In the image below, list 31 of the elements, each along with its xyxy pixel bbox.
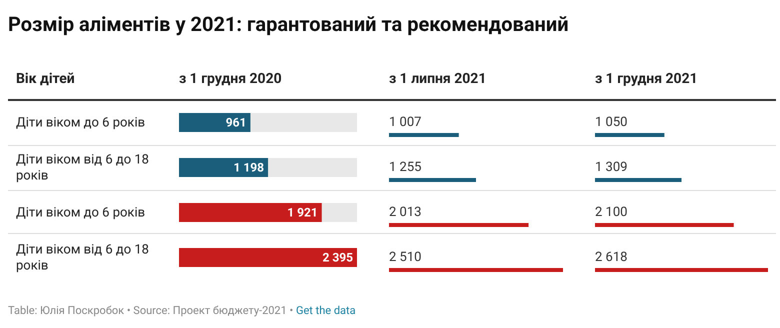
- y-tick-label: Діти віком від 6 до 18 років: [16, 242, 149, 274]
- data-label: 1 007: [389, 115, 422, 130]
- chart-subtitle: з 1 грудня 2021: [595, 71, 698, 87]
- bar: [389, 178, 476, 182]
- y-axis-title: Вік дітей: [16, 71, 75, 87]
- y-tick-label: Діти віком від 6 до 18 років: [16, 152, 149, 184]
- bar: [595, 223, 734, 227]
- bar: [595, 178, 682, 182]
- data-label: 2 100: [595, 205, 628, 220]
- text: Table: Юлія Поскробок • Source: Проект бюджету-2021 •: [8, 304, 294, 317]
- data-label: 1 309: [595, 160, 628, 175]
- bar: [389, 133, 459, 137]
- y-tick-label: Діти віком до 6 років: [16, 206, 146, 220]
- bar: [595, 268, 768, 272]
- data-label: 1 921: [287, 206, 318, 220]
- data-label: 2 013: [389, 205, 422, 220]
- chart-subtitle: з 1 липня 2021: [389, 71, 486, 87]
- text: Get the data: [296, 304, 356, 317]
- chart-title: Розмір аліментів у 2021: гарантований та рекомендований: [8, 12, 569, 36]
- data-label: 1 255: [389, 160, 422, 175]
- y-tick-label: Діти віком до 6 років: [16, 116, 146, 130]
- chart-subtitle: з 1 грудня 2020: [179, 71, 282, 87]
- data-label: 2 395: [322, 250, 354, 264]
- data-label: 2 510: [389, 250, 422, 265]
- data-label: 2 618: [595, 250, 628, 265]
- data-label: 1 198: [234, 160, 264, 174]
- bar: [595, 133, 664, 137]
- bar: [389, 223, 529, 227]
- bar: [389, 268, 563, 272]
- data-label: 1 050: [595, 115, 628, 130]
- data-label: 961: [226, 116, 246, 130]
